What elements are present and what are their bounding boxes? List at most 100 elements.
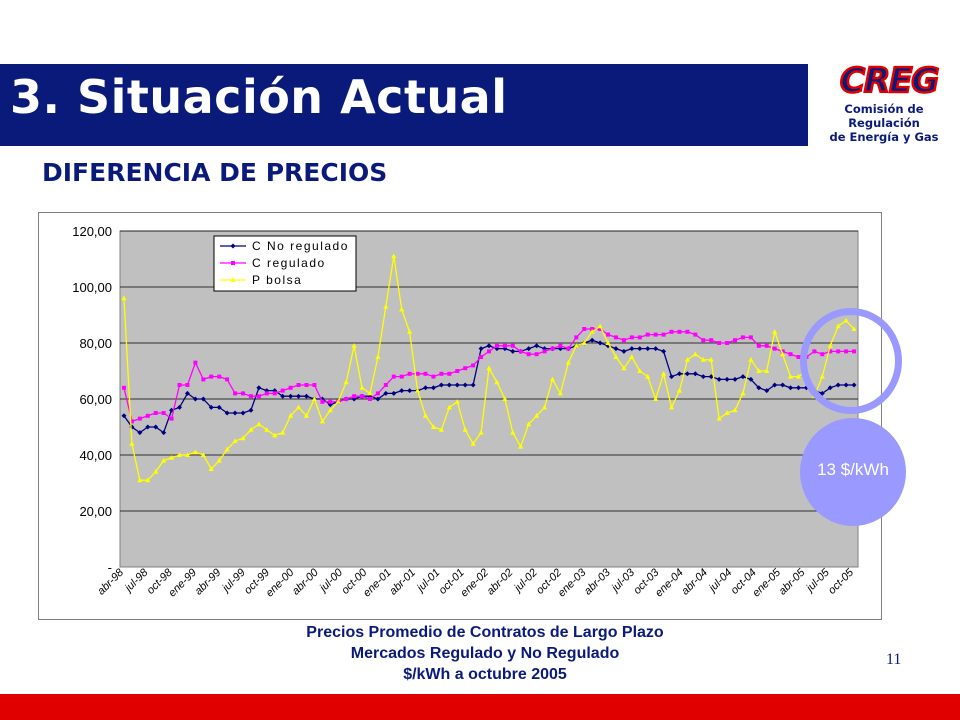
data-point	[661, 332, 666, 337]
data-point	[272, 391, 277, 396]
data-point	[494, 343, 499, 348]
y-tick-label: 80,00	[79, 336, 112, 351]
data-point	[613, 335, 618, 340]
y-tick-label: 40,00	[79, 448, 112, 463]
data-point	[399, 306, 405, 312]
data-point	[510, 429, 516, 435]
data-point	[177, 383, 182, 387]
data-point	[653, 332, 658, 337]
data-point	[494, 379, 500, 385]
data-point	[772, 346, 777, 351]
data-point	[153, 424, 159, 430]
data-point	[145, 413, 150, 418]
data-point	[676, 387, 683, 393]
data-point	[224, 446, 230, 452]
data-point	[716, 376, 722, 382]
data-point	[240, 410, 246, 416]
y-tick-label: -	[108, 560, 112, 575]
data-point	[327, 407, 333, 413]
data-point	[225, 377, 230, 382]
title-bar: 3. Situación Actual	[0, 64, 808, 146]
data-point	[439, 371, 444, 376]
page-title: 3. Situación Actual	[10, 70, 508, 124]
data-point	[772, 329, 778, 334]
data-point	[224, 410, 230, 416]
data-point	[454, 382, 460, 388]
data-point	[526, 421, 532, 427]
data-point	[787, 373, 794, 379]
data-point	[534, 343, 540, 349]
data-point	[764, 388, 770, 394]
data-point	[748, 376, 754, 382]
data-point	[637, 346, 643, 352]
data-point	[407, 388, 413, 394]
data-point	[343, 379, 349, 385]
legend-marker	[231, 261, 235, 265]
data-point	[303, 413, 310, 418]
data-point	[303, 393, 309, 399]
data-point	[169, 416, 174, 421]
data-point	[319, 418, 325, 424]
data-point	[557, 390, 564, 396]
data-point	[296, 383, 301, 387]
data-point	[446, 404, 452, 410]
data-point	[486, 343, 492, 349]
data-point	[375, 354, 381, 359]
data-point	[280, 393, 286, 399]
data-point	[645, 373, 651, 379]
data-point	[732, 407, 738, 413]
data-point	[701, 338, 706, 343]
data-point	[573, 343, 579, 348]
y-tick-label: 100,00	[72, 280, 112, 295]
data-point	[295, 404, 302, 410]
data-point	[566, 346, 571, 351]
data-point	[455, 369, 460, 373]
data-point	[304, 383, 309, 387]
caption-line-3: $/kWh a octubre 2005	[403, 666, 567, 683]
data-point	[692, 371, 698, 377]
data-point	[232, 410, 238, 416]
data-point	[161, 457, 167, 463]
data-point	[542, 349, 547, 354]
data-point	[232, 438, 238, 443]
data-point	[645, 346, 651, 352]
caption-line-2: Mercados Regulado y No Regulado	[350, 645, 620, 662]
data-point	[200, 396, 206, 402]
legend-label: P bolsa	[252, 273, 302, 287]
data-point	[264, 391, 269, 396]
data-point	[518, 349, 523, 354]
data-point	[208, 404, 214, 410]
data-point	[653, 346, 659, 352]
data-point	[669, 329, 674, 334]
data-point	[192, 396, 198, 402]
data-point	[589, 329, 595, 334]
data-point	[288, 413, 294, 418]
data-point	[693, 332, 698, 337]
data-point	[407, 329, 413, 334]
data-point	[598, 327, 603, 331]
data-point	[756, 343, 761, 348]
data-point	[708, 374, 714, 380]
data-point	[241, 391, 245, 396]
data-point	[606, 332, 611, 337]
data-point	[685, 329, 690, 334]
data-point	[153, 411, 158, 415]
data-point	[414, 387, 421, 393]
data-point	[438, 382, 444, 388]
data-point	[375, 396, 381, 402]
data-point	[248, 427, 254, 432]
data-point	[605, 340, 611, 345]
data-point	[121, 385, 126, 390]
data-point	[446, 382, 452, 388]
data-point	[201, 377, 206, 382]
data-point	[733, 338, 737, 343]
data-point	[717, 341, 722, 345]
data-point	[668, 404, 675, 410]
data-point	[748, 357, 754, 362]
data-point	[676, 371, 682, 377]
data-point	[200, 452, 206, 457]
data-point	[352, 394, 357, 399]
data-point	[549, 376, 556, 382]
data-point	[311, 396, 318, 401]
